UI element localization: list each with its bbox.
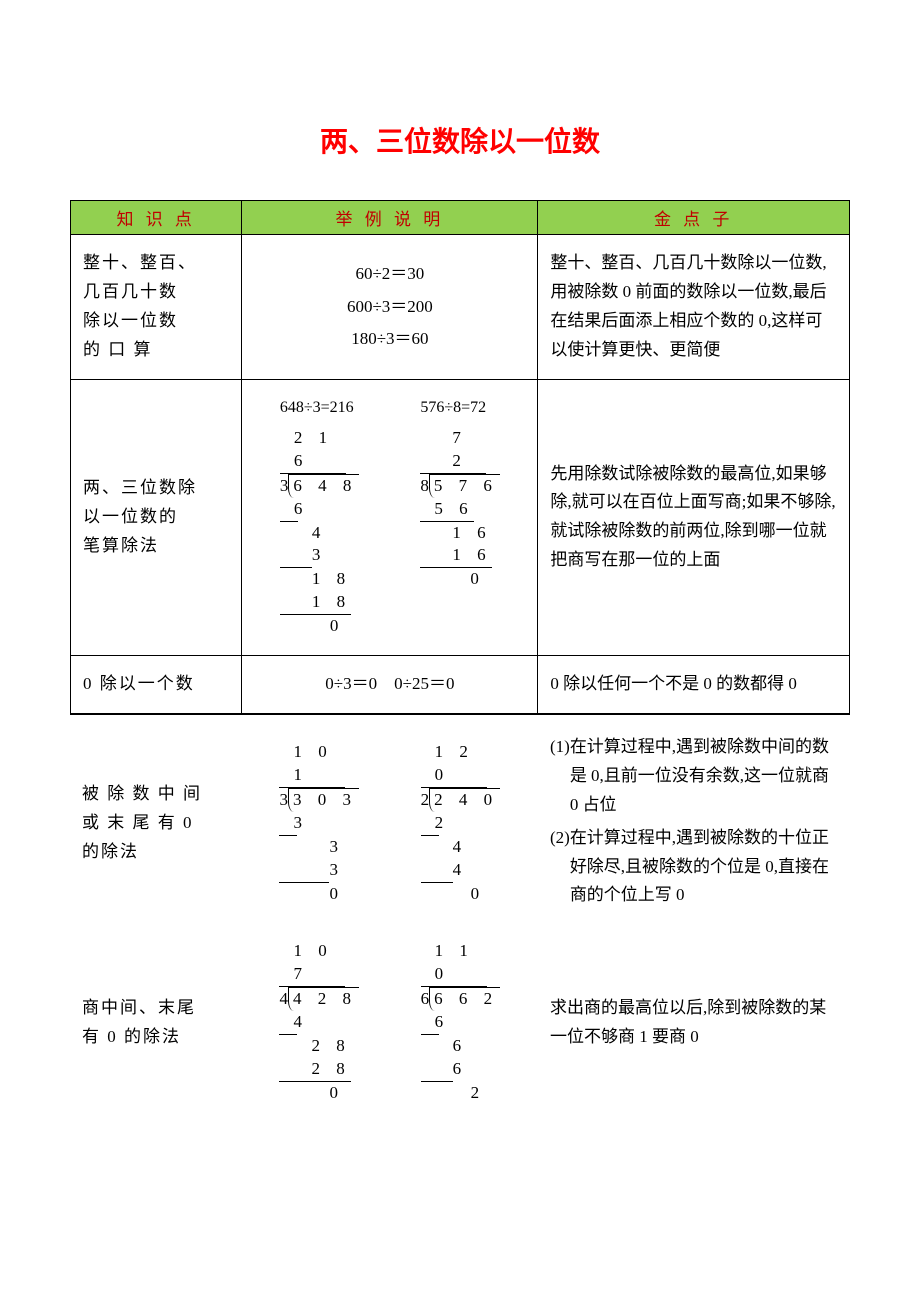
ld-step: 2 (421, 1083, 486, 1102)
quotient: 7 2 (420, 427, 486, 474)
ld-step: 2 (421, 812, 439, 836)
topic-line: 商中间、末尾 (82, 994, 230, 1023)
topic-line: 的除法 (82, 838, 230, 867)
list-number: (1) (550, 733, 570, 820)
tip-cell: 求出商的最高位以后,除到被除数的某一位不够商 1 要商 0 (538, 922, 850, 1113)
tip-text: 在计算过程中,遇到被除数中间的数是 0,且前一位没有余数,这一位就商 0 占位 (570, 733, 838, 820)
topic-line: 笔算除法 (83, 532, 229, 561)
table-row: 两、三位数除 以一位数的 笔算除法 648÷3=216 2 1 6 36 4 8… (71, 379, 850, 656)
topic-line: 整十、整百、 (83, 249, 229, 278)
topic-line: 被 除 数 中 间 (82, 780, 230, 809)
dividend: 5 7 6 (429, 474, 500, 498)
ld-step: 0 (279, 1083, 344, 1102)
divisor: 3 (280, 476, 289, 495)
topic-cell: 整十、整百、 几百几十数 除以一位数 的 口 算 (71, 235, 242, 380)
topic-line: 或 末 尾 有 0 (82, 809, 230, 838)
ld-step: 0 (421, 884, 486, 903)
ld-step: 1 6 (420, 523, 491, 542)
example-cell: 1 0 7 44 2 8 4 2 8 2 8 0 1 1 0 66 6 2 6 … (242, 922, 538, 1113)
quotient: 1 0 7 (279, 940, 345, 987)
long-division: 1 1 0 66 6 2 6 6 6 2 (421, 940, 501, 1105)
equation: 180÷3＝60 (347, 323, 433, 355)
ld-step: 5 6 (420, 498, 473, 522)
divisor: 3 (279, 790, 288, 809)
tip-text: 在计算过程中,遇到被除数的十位正好除尽,且被除数的个位是 0,直接在商的个位上写… (570, 824, 838, 911)
dividend: 2 4 0 (429, 788, 500, 812)
table-row: 被 除 数 中 间 或 末 尾 有 0 的除法 1 0 1 33 0 3 3 3… (70, 715, 850, 923)
knowledge-table: 知 识 点 举 例 说 明 金 点 子 整十、整百、 几百几十数 除以一位数 的… (70, 200, 850, 714)
ld-step: 6 (421, 1011, 439, 1035)
topic-line: 两、三位数除 (83, 474, 229, 503)
quotient: 1 2 0 (421, 741, 487, 788)
dividend: 3 0 3 (288, 788, 359, 812)
ld-step: 2 8 (279, 1036, 350, 1055)
topic-line: 除以一位数 (83, 307, 229, 336)
tip-cell: 先用除数试除被除数的最高位,如果够除,就可以在百位上面写商;如果不够除,就试除被… (538, 379, 850, 656)
topic-line: 有 0 的除法 (82, 1023, 230, 1052)
ld-step: 1 8 (280, 569, 351, 588)
header-tip: 金 点 子 (538, 201, 850, 235)
table-row: 整十、整百、 几百几十数 除以一位数 的 口 算 60÷2＝30 600÷3＝2… (71, 235, 850, 380)
equation: 576÷8=72 (420, 394, 500, 421)
topic-cell: 被 除 数 中 间 或 末 尾 有 0 的除法 (70, 715, 242, 923)
ld-step: 6 (280, 498, 298, 522)
divisor: 6 (421, 989, 430, 1008)
topic-line: 的 口 算 (83, 336, 229, 365)
table-row: 商中间、末尾 有 0 的除法 1 0 7 44 2 8 4 2 8 2 8 0 (70, 922, 850, 1113)
divisor: 4 (279, 989, 288, 1008)
example-cell: 648÷3=216 2 1 6 36 4 8 6 4 3 1 8 1 8 0 (242, 379, 538, 656)
list-number: (2) (550, 824, 570, 911)
divisor: 8 (420, 476, 429, 495)
header-example: 举 例 说 明 (242, 201, 538, 235)
tip-cell: 整十、整百、几百几十数除以一位数,用被除数 0 前面的数除以一位数,最后在结果后… (538, 235, 850, 380)
tip-cell: (1) 在计算过程中,遇到被除数中间的数是 0,且前一位没有余数,这一位就商 0… (538, 715, 850, 923)
knowledge-table-lower: 被 除 数 中 间 或 末 尾 有 0 的除法 1 0 1 33 0 3 3 3… (70, 714, 850, 1113)
equation: 60÷2＝30 (347, 258, 433, 290)
long-division: 1 2 0 22 4 0 2 4 4 0 (421, 741, 501, 906)
ld-step: 6 (421, 1058, 453, 1082)
long-division: 2 1 6 36 4 8 6 4 3 1 8 1 8 0 (280, 427, 360, 638)
ld-step: 0 (420, 569, 485, 588)
topic-cell: 商中间、末尾 有 0 的除法 (70, 922, 242, 1113)
equation: 600÷3＝200 (347, 291, 433, 323)
tip-cell: 0 除以任何一个不是 0 的数都得 0 (538, 656, 850, 714)
ld-step: 0 (280, 616, 345, 635)
quotient: 1 0 1 (279, 741, 345, 788)
equation: 648÷3=216 (280, 394, 360, 421)
dividend: 6 4 8 (288, 474, 359, 498)
long-division: 1 0 7 44 2 8 4 2 8 2 8 0 (279, 940, 359, 1105)
ld-step: 0 (279, 884, 344, 903)
long-division: 7 2 85 7 6 5 6 1 6 1 6 0 (420, 427, 500, 592)
ld-step: 4 (280, 523, 327, 542)
ld-step: 4 (279, 1011, 297, 1035)
ld-step: 3 (279, 837, 344, 856)
ld-step: 3 (279, 859, 329, 883)
example-cell: 1 0 1 33 0 3 3 3 3 0 1 2 0 22 4 0 2 4 (242, 715, 538, 923)
page-title: 两、三位数除以一位数 (70, 120, 850, 160)
table-row: 0 除以一个数 0÷3＝0 0÷25＝0 0 除以任何一个不是 0 的数都得 0 (71, 656, 850, 714)
long-division: 1 0 1 33 0 3 3 3 3 0 (279, 741, 359, 906)
ld-step: 4 (421, 859, 453, 883)
ld-step: 2 8 (279, 1058, 350, 1082)
quotient: 1 1 0 (421, 940, 487, 987)
ld-step: 3 (279, 812, 297, 836)
topic-cell: 0 除以一个数 (71, 656, 242, 714)
topic-line: 几百几十数 (83, 278, 229, 307)
topic-line: 以一位数的 (83, 503, 229, 532)
dividend: 4 2 8 (288, 987, 359, 1011)
topic-cell: 两、三位数除 以一位数的 笔算除法 (71, 379, 242, 656)
divisor: 2 (421, 790, 430, 809)
ld-step: 1 6 (420, 544, 491, 568)
ld-step: 6 (421, 1036, 468, 1055)
quotient: 2 1 6 (280, 427, 346, 474)
header-topic: 知 识 点 (71, 201, 242, 235)
ld-step: 3 (280, 544, 312, 568)
example-cell: 60÷2＝30 600÷3＝200 180÷3＝60 (242, 235, 538, 380)
example-cell: 0÷3＝0 0÷25＝0 (242, 656, 538, 714)
ld-step: 4 (421, 837, 468, 856)
dividend: 6 6 2 (429, 987, 500, 1011)
ld-step: 1 8 (280, 591, 351, 615)
